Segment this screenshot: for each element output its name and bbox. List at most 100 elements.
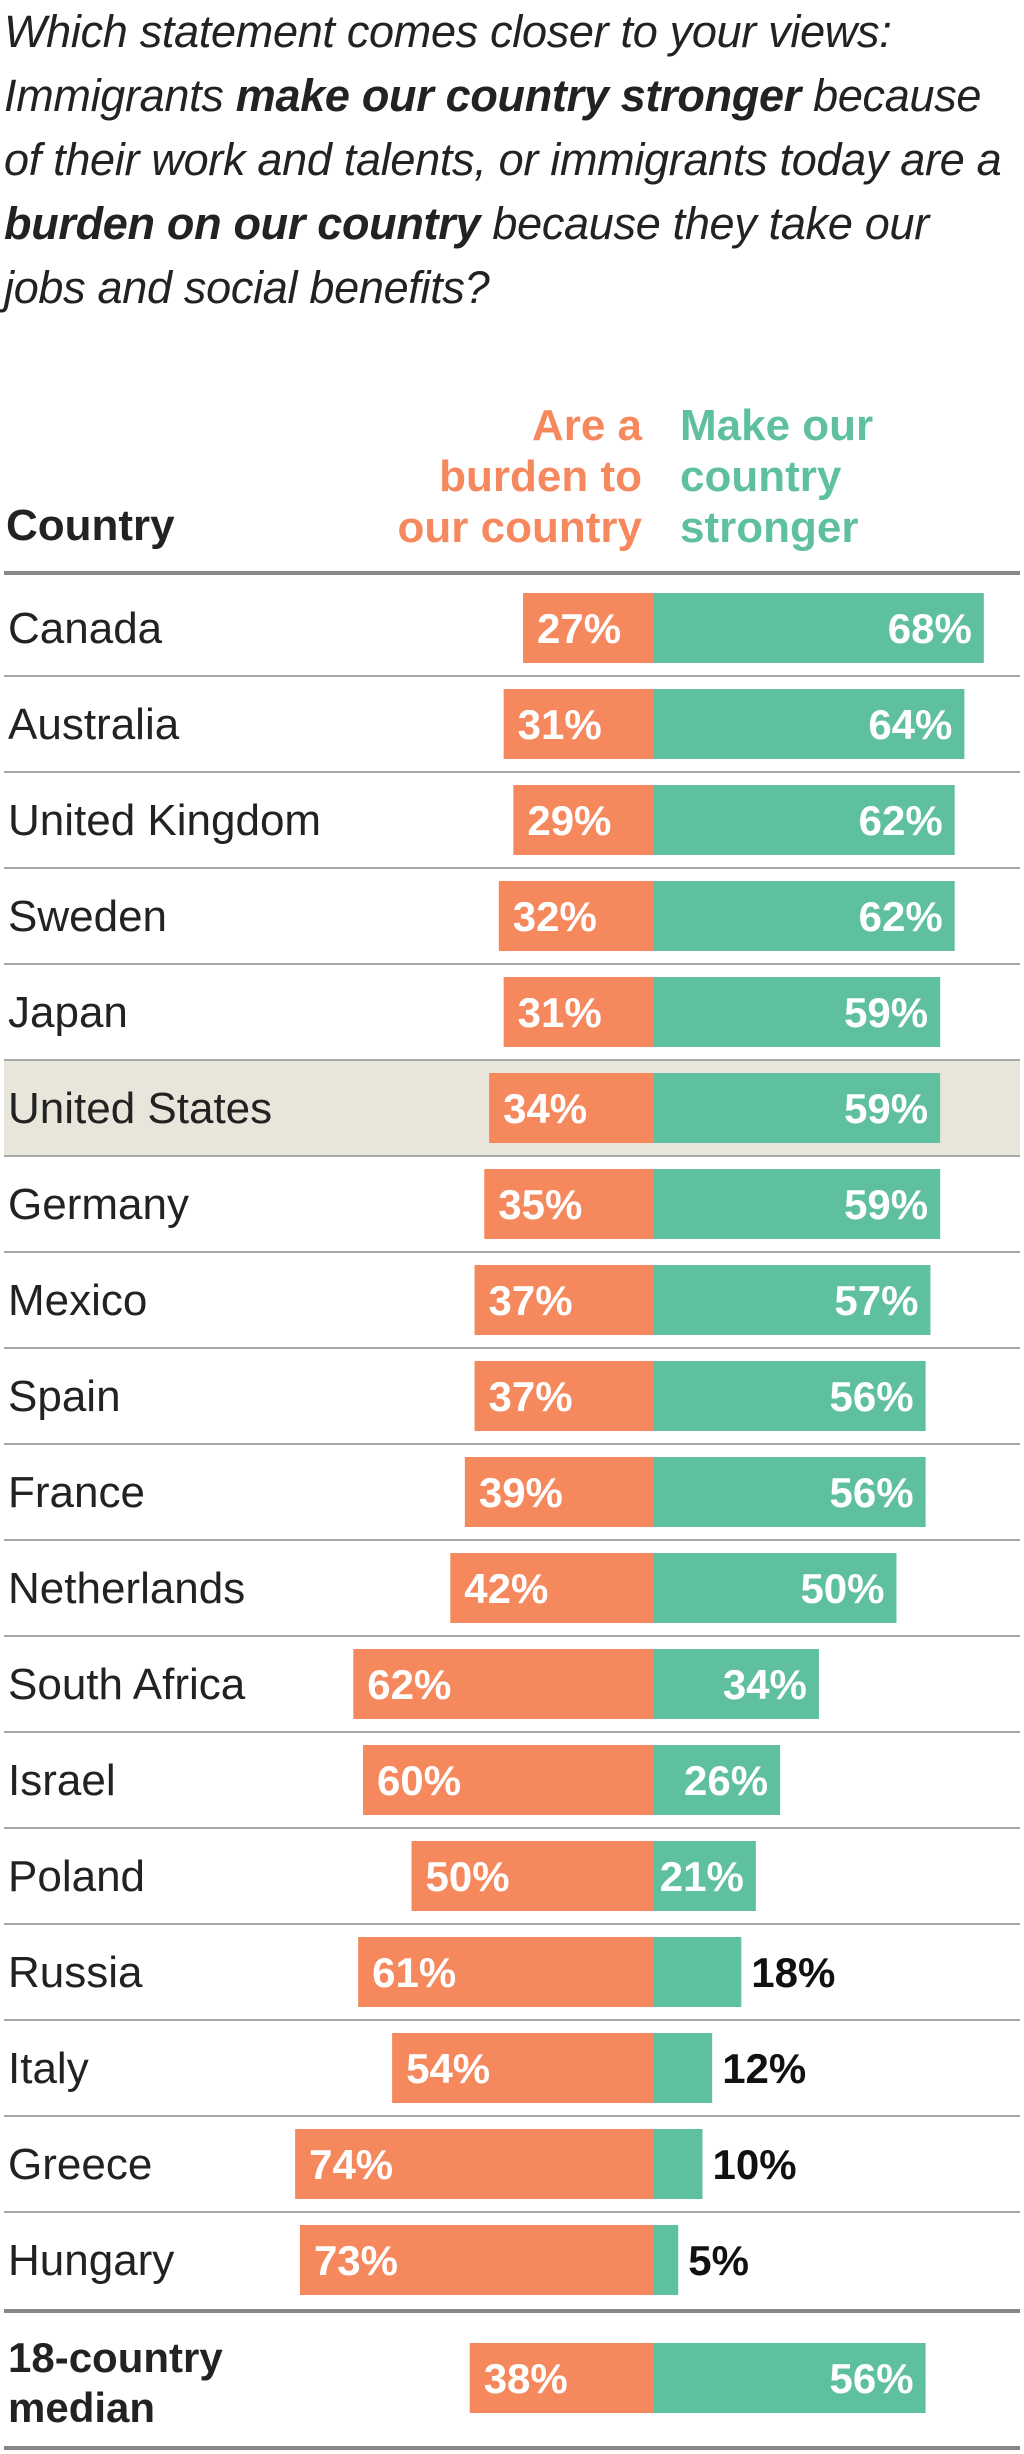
- stronger-bar: [654, 1649, 819, 1719]
- stronger-bar: [654, 1265, 931, 1335]
- stronger-header-line: Make our: [680, 401, 874, 450]
- stronger-value-label: 26%: [684, 1757, 768, 1804]
- burden-bar: [299, 2225, 654, 2295]
- stronger-value-label: 34%: [723, 1661, 807, 1708]
- stronger-value-label: 5%: [688, 2237, 749, 2284]
- country-label: Greece: [8, 2140, 152, 2189]
- survey-question: Which statement comes closer to your vie…: [4, 6, 1002, 313]
- burden-bar: [358, 1937, 654, 2007]
- burden-value-label: 74%: [309, 2141, 393, 2188]
- burden-value-label: 61%: [372, 1949, 456, 1996]
- country-label: Israel: [8, 1756, 116, 1805]
- burden-bar: [474, 1361, 654, 1431]
- stronger-bar: [654, 1841, 756, 1911]
- country-label: France: [8, 1468, 145, 1517]
- stronger-bar: [654, 2225, 679, 2295]
- stronger-bar: [654, 1361, 926, 1431]
- country-label: Poland: [8, 1852, 145, 1901]
- stronger-value-label: 56%: [830, 1469, 914, 1516]
- stronger-value-label: 56%: [830, 1373, 914, 1420]
- country-label: Italy: [8, 2044, 89, 2093]
- burden-value-label: 32%: [513, 893, 597, 940]
- burden-value-label: 50%: [426, 1853, 510, 1900]
- stronger-value-label: 10%: [713, 2141, 797, 2188]
- stronger-value-label: 21%: [660, 1853, 744, 1900]
- stronger-value-label: 18%: [751, 1949, 835, 1996]
- country-label: Spain: [8, 1372, 121, 1421]
- stronger-bar: [654, 1937, 742, 2007]
- stronger-value-label: 57%: [834, 1277, 918, 1324]
- country-label: United Kingdom: [8, 796, 321, 845]
- burden-bar: [513, 785, 654, 855]
- burden-bar: [464, 1457, 654, 1527]
- burden-value-label: 60%: [377, 1757, 461, 1804]
- burden-bar: [392, 2033, 654, 2103]
- burden-bar: [503, 977, 654, 1047]
- stronger-header-line: country: [680, 452, 842, 501]
- country-label: Hungary: [8, 2236, 174, 2285]
- median-stronger-bar: [654, 2343, 926, 2413]
- stronger-bar: [654, 2129, 703, 2199]
- burden-value-label: 54%: [406, 2045, 490, 2092]
- burden-bar: [295, 2129, 654, 2199]
- burden-bar: [484, 1169, 654, 1239]
- burden-bar: [450, 1553, 654, 1623]
- stronger-bar: [654, 785, 955, 855]
- stronger-value-label: 62%: [859, 893, 943, 940]
- burden-value-label: 62%: [367, 1661, 451, 1708]
- median-label-line: median: [8, 2384, 155, 2431]
- country-label: Australia: [8, 700, 180, 749]
- country-label: Mexico: [8, 1276, 147, 1325]
- burden-header-line: burden to: [439, 452, 642, 501]
- burden-bar: [523, 593, 654, 663]
- country-label: Russia: [8, 1948, 143, 1997]
- stronger-value-label: 12%: [722, 2045, 806, 2092]
- country-label: Canada: [8, 604, 163, 653]
- stronger-bar: [654, 2033, 713, 2103]
- stronger-column-header: Make our country stronger: [680, 400, 1020, 553]
- median-label-line: 18-country: [8, 2334, 223, 2381]
- burden-bar: [503, 689, 654, 759]
- stronger-bar: [654, 1745, 781, 1815]
- burden-bar: [474, 1265, 654, 1335]
- burden-header-line: Are a: [531, 401, 642, 450]
- stronger-value-label: 50%: [800, 1565, 884, 1612]
- stronger-bar: [654, 1073, 941, 1143]
- burden-value-label: 37%: [489, 1373, 573, 1420]
- burden-value-label: 73%: [314, 2237, 398, 2284]
- burden-bar: [411, 1841, 654, 1911]
- median-burden-value-label: 38%: [484, 2355, 568, 2402]
- country-label: United States: [8, 1084, 272, 1133]
- stronger-bar: [654, 881, 955, 951]
- stronger-value-label: 59%: [844, 1085, 928, 1132]
- country-label: Sweden: [8, 892, 167, 941]
- country-label: Germany: [8, 1180, 189, 1229]
- country-column-header: Country: [6, 501, 175, 550]
- burden-value-label: 31%: [518, 701, 602, 748]
- median-stronger-value-label: 56%: [830, 2355, 914, 2402]
- burden-bar: [363, 1745, 654, 1815]
- stronger-header-line: stronger: [680, 503, 859, 552]
- burden-bar: [498, 881, 654, 951]
- country-label: Netherlands: [8, 1564, 245, 1613]
- stronger-bar: [654, 1457, 926, 1527]
- country-label: South Africa: [8, 1660, 246, 1709]
- burden-value-label: 34%: [503, 1085, 587, 1132]
- median-burden-bar: [469, 2343, 654, 2413]
- stronger-bar: [654, 977, 941, 1047]
- stronger-value-label: 64%: [868, 701, 952, 748]
- stronger-value-label: 62%: [859, 797, 943, 844]
- burden-value-label: 35%: [498, 1181, 582, 1228]
- burden-value-label: 27%: [537, 605, 621, 652]
- burden-bar: [353, 1649, 654, 1719]
- burden-bar: [489, 1073, 654, 1143]
- burden-value-label: 31%: [518, 989, 602, 1036]
- burden-value-label: 42%: [464, 1565, 548, 1612]
- stronger-bar: [654, 689, 965, 759]
- burden-value-label: 29%: [527, 797, 611, 844]
- burden-column-header: Are a burden to our country: [282, 400, 642, 553]
- burden-value-label: 39%: [479, 1469, 563, 1516]
- burden-header-line: our country: [397, 503, 642, 552]
- stronger-value-label: 68%: [888, 605, 972, 652]
